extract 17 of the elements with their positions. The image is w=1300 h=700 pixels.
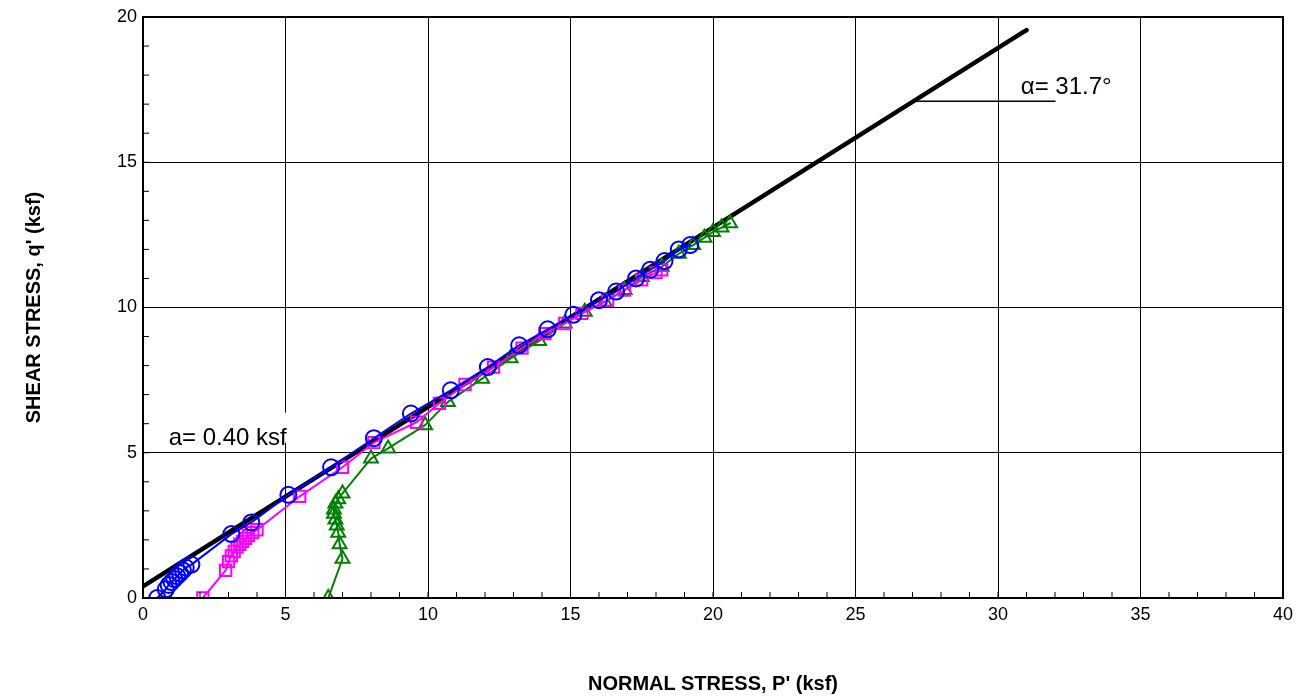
- annotation: a= 0.40 ksf: [168, 423, 288, 451]
- x-tick-label: 20: [702, 603, 724, 624]
- y-tick-label: 5: [126, 441, 137, 462]
- x-axis-title: NORMAL STRESS, P' (ksf): [588, 671, 838, 694]
- y-tick-label: 15: [116, 151, 137, 172]
- x-tick-label: 40: [1272, 603, 1294, 624]
- y-tick-label: 0: [126, 586, 137, 607]
- y-tick-label: 20: [116, 5, 137, 26]
- annotation: α= 31.7°: [1020, 71, 1112, 99]
- x-tick-label: 10: [417, 603, 439, 624]
- x-tick-label: 35: [1130, 603, 1151, 624]
- y-axis-title: SHEAR STRESS, q' (ksf): [21, 191, 44, 424]
- x-tick-label: 5: [280, 603, 291, 624]
- x-tick-label: 25: [845, 603, 866, 624]
- x-tick-label: 30: [987, 603, 1009, 624]
- x-tick-label: 15: [560, 603, 581, 624]
- y-tick-label: 10: [116, 296, 137, 317]
